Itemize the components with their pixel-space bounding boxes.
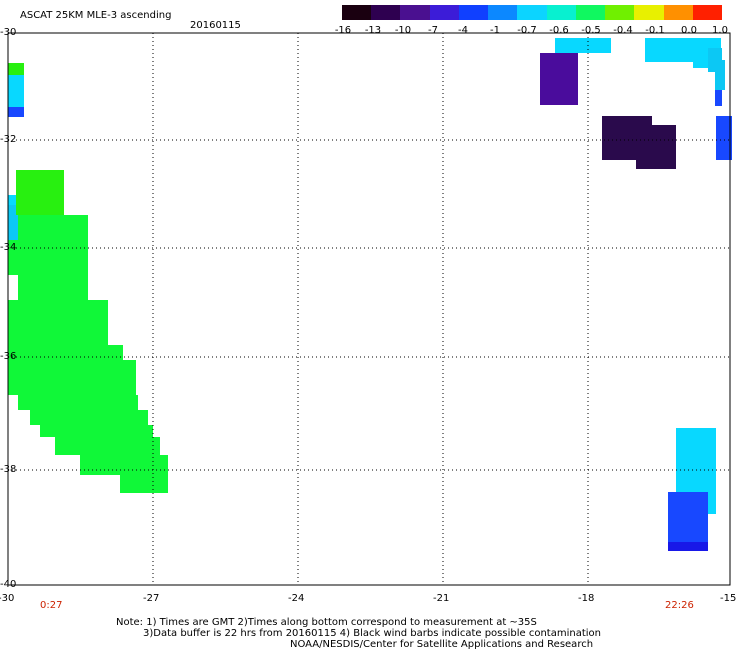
data-cell — [18, 395, 138, 410]
colorbar-tick-label: -0.7 — [517, 25, 537, 36]
lat-label: -38 — [0, 464, 17, 475]
data-cell — [645, 38, 693, 62]
colorbar-swatch — [663, 5, 694, 20]
data-cell — [583, 38, 611, 53]
colorbar-swatch — [517, 5, 548, 20]
data-cell — [715, 90, 722, 106]
colorbar-swatch — [692, 5, 723, 20]
data-cell — [555, 38, 583, 53]
colorbar-tick-label: -7 — [428, 25, 438, 36]
data-cell — [8, 345, 123, 360]
colorbar-tick-label: -4 — [458, 25, 468, 36]
lat-label: -36 — [0, 351, 17, 362]
lon-label: -27 — [143, 593, 160, 604]
data-cell — [668, 542, 708, 551]
colorbar-tick-label: -16 — [334, 25, 352, 36]
colorbar-swatch — [575, 5, 606, 20]
data-cell — [8, 315, 108, 345]
grid-lines — [8, 33, 730, 585]
lat-label: -40 — [0, 579, 17, 590]
colorbar-tick-label: -0.6 — [549, 25, 569, 36]
plot-frame — [7, 32, 731, 586]
data-cell — [8, 300, 108, 315]
data-cell — [30, 410, 148, 425]
colorbar-tick-label: -0.1 — [645, 25, 665, 36]
lon-label: -21 — [433, 593, 450, 604]
data-cell — [8, 75, 24, 107]
data-cell — [16, 170, 64, 215]
colorbar-swatch — [342, 5, 372, 20]
data-cell — [40, 425, 153, 437]
lon-label: -24 — [288, 593, 305, 604]
colorbar-swatch — [400, 5, 431, 20]
colorbar-swatch — [371, 5, 401, 20]
time-start: 0:27 — [40, 600, 63, 611]
data-cell — [668, 514, 708, 544]
data-cell — [8, 360, 136, 395]
data-cell — [8, 240, 88, 275]
colorbar-tick-label: -10 — [394, 25, 412, 36]
data-cell — [8, 107, 24, 117]
colorbar-tick-label: 0.0 — [681, 25, 697, 36]
map-date: 20160115 — [190, 20, 241, 31]
data-cell — [716, 116, 732, 160]
note-line-2: 3)Data buffer is 22 hrs from 20160115 4)… — [143, 628, 601, 639]
data-cell — [668, 492, 708, 516]
data-cell — [8, 195, 20, 205]
data-cell — [715, 60, 725, 90]
colorbar-tick-label: -0.4 — [613, 25, 633, 36]
colorbar-swatch — [546, 5, 577, 20]
lat-label: -32 — [0, 134, 17, 145]
lon-label: -15 — [720, 593, 737, 604]
colorbar-tick-label: -13 — [364, 25, 382, 36]
lat-label: -30 — [0, 27, 17, 38]
data-cell — [18, 215, 88, 240]
note-line-1: Note: 1) Times are GMT 2)Times along bot… — [116, 617, 537, 628]
data-cell — [8, 205, 18, 245]
note-line-3: NOAA/NESDIS/Center for Satellite Applica… — [290, 639, 594, 650]
lon-label: -30 — [0, 593, 15, 604]
data-cell — [540, 53, 578, 105]
map-title: ASCAT 25KM MLE-3 ascending — [20, 10, 172, 21]
time-end: 22:26 — [665, 600, 694, 611]
colorbar-tick-label: 1.0 — [712, 25, 728, 36]
colorbar-swatch — [605, 5, 635, 20]
colorbar-swatch — [488, 5, 518, 20]
data-cell — [18, 275, 88, 300]
colorbar-swatch — [429, 5, 460, 20]
data-cell — [636, 125, 676, 169]
data-cell — [8, 63, 24, 75]
colorbar-swatch — [634, 5, 665, 20]
colorbar-tick-label: -0.5 — [581, 25, 601, 36]
colorbar-tick-label: -1 — [490, 25, 500, 36]
lon-label: -18 — [578, 593, 595, 604]
data-cells — [8, 38, 732, 551]
data-cell — [120, 475, 168, 493]
colorbar-swatch — [458, 5, 489, 20]
lat-label: -34 — [0, 242, 17, 253]
data-cell — [55, 437, 160, 455]
data-cell — [80, 455, 168, 475]
